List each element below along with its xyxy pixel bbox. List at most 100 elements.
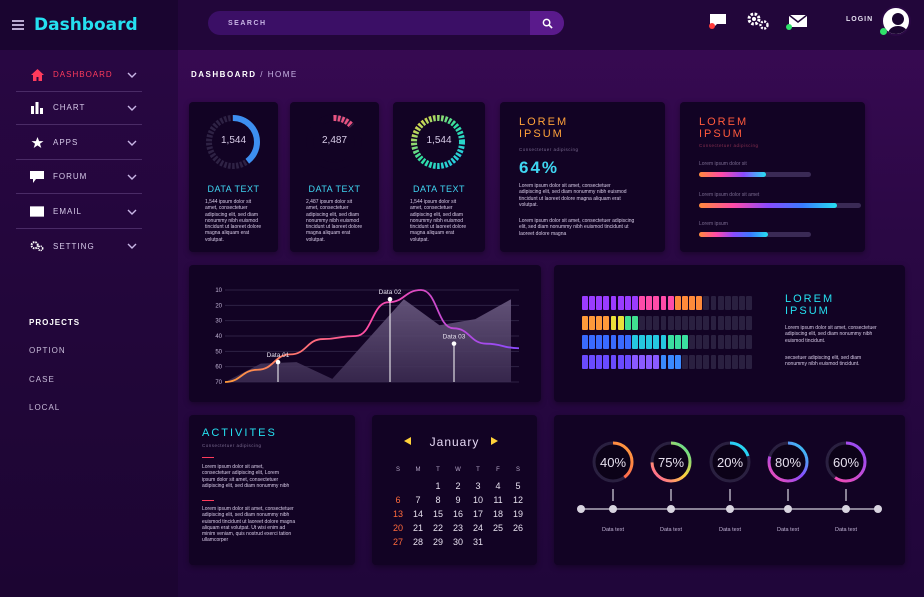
equalizer-segment [617,315,624,330]
calendar-day[interactable]: 4 [495,481,501,491]
prev-month-arrow-icon[interactable] [404,437,412,445]
user-avatar[interactable] [881,6,911,36]
annotation-point [387,296,393,302]
timeline-node[interactable] [784,505,792,513]
calendar-day[interactable]: 13 [392,509,403,519]
area-series [225,299,511,382]
timeline-node[interactable] [667,505,675,513]
envelope-icon [30,205,44,219]
search-button[interactable] [530,11,564,35]
equalizer-segment [746,296,753,310]
sidebar-item-label: FORUM [53,172,88,181]
calendar-day[interactable]: 28 [412,537,423,547]
equalizer-row [582,335,753,349]
equalizer-segment [589,335,595,349]
breadcrumb-root[interactable]: DASHBOARD [191,70,257,79]
calendar-day[interactable]: 27 [392,537,403,547]
equalizer-segment [696,296,703,310]
calendar-day[interactable]: 29 [432,537,443,547]
calendar-day[interactable]: 7 [415,495,421,505]
calendar-day[interactable]: 16 [452,509,463,519]
equalizer-segment [667,296,674,310]
equalizer-segment [639,335,645,349]
next-month-arrow-icon[interactable] [490,437,498,445]
percent-ring [592,441,634,483]
y-tick-label: 60 [215,365,222,371]
equalizer-segment [739,354,745,369]
breadcrumb-separator: / [260,70,264,79]
calendar-day[interactable]: 25 [492,523,503,533]
sidebar-item-label: SETTING [53,241,95,251]
y-tick-label: 50 [215,349,222,355]
equalizer-segment [731,354,738,369]
percent-value: 20% [717,455,743,470]
login-link[interactable]: LOGIN [846,16,874,23]
timeline-node[interactable] [842,505,850,513]
search-icon [542,18,553,29]
equalizer-segment [653,315,660,330]
calendar-day[interactable]: 21 [412,523,423,533]
calendar-day[interactable]: 22 [432,523,443,533]
sidebar-item-apps[interactable]: APPS [16,126,142,160]
sidebar-item-label: CHART [53,103,86,112]
equalizer-segment [746,315,753,330]
weekday-label: S [395,467,400,473]
sidebar-item-dashboard[interactable]: DASHBOARD [16,58,142,92]
mail-icon[interactable] [784,10,810,34]
timeline-node[interactable] [726,505,734,513]
gauge-title: DATA TEXT [207,184,260,194]
calendar-day[interactable]: 19 [512,509,523,519]
timeline-chart: 40% Data text 75% Data text 20% Data text 80% D… [577,441,882,533]
calendar-day[interactable]: 15 [432,509,443,519]
sidebar-item-setting[interactable]: SETTING [16,229,142,263]
chat-icon[interactable] [706,10,732,34]
timeline-node[interactable] [609,505,617,513]
calendar-day[interactable]: 26 [512,523,523,533]
calendar-day[interactable]: 14 [412,509,423,519]
calendar-day[interactable]: 11 [493,495,503,505]
project-item-option[interactable]: OPTION [29,346,66,355]
equalizer-segment [603,296,610,310]
sidebar-item-forum[interactable]: FORUM [16,160,142,194]
sidebar-item-chart[interactable]: CHART [16,91,142,125]
y-tick-label: 20 [215,303,222,309]
equalizer-segment [660,315,667,330]
project-item-local[interactable]: LOCAL [29,403,61,412]
calendar-day[interactable]: 24 [472,523,483,533]
calendar-day[interactable]: 10 [472,495,483,505]
search-input[interactable]: SEARCH [228,19,267,27]
hamburger-menu-icon[interactable] [12,20,24,30]
calendar-day[interactable]: 12 [512,495,523,505]
calendar-day[interactable]: 3 [475,481,481,491]
calendar-day[interactable]: 30 [452,537,463,547]
equalizer-segment [624,296,631,310]
calendar-day[interactable]: 23 [452,523,463,533]
chevron-down-icon [127,140,137,146]
calendar-day[interactable]: 17 [472,509,483,519]
activity-text-1: Lorem ipsum dolor sit amet, consectetuer… [202,464,290,489]
equalizer-segment [617,296,624,310]
calendar-day[interactable]: 6 [395,495,401,505]
activity-marker [202,457,214,458]
gear-icon[interactable] [745,10,771,34]
calendar-day[interactable]: 2 [455,481,461,491]
equalizer-segment [589,354,595,369]
calendar-day[interactable]: 5 [515,481,521,491]
percent-value: 60% [833,455,859,470]
equalizer-segment [681,296,688,310]
equalizer-segment [746,335,753,349]
activities-card: ACTIVITES Consectetuer adipiscing Lorem … [189,415,355,565]
calendar-day[interactable]: 9 [455,495,461,505]
sidebar-item-email[interactable]: EMAIL [16,195,142,229]
calendar-day[interactable]: 18 [492,509,503,519]
calendar-day[interactable]: 20 [392,523,403,533]
progress-fill [699,172,767,177]
equalizer-segment [617,335,624,349]
calendar-day[interactable]: 31 [472,537,483,547]
calendar-day[interactable]: 8 [435,495,441,505]
weekday-label: F [496,467,500,473]
search-bar[interactable]: SEARCH [208,11,564,35]
project-item-case[interactable]: CASE [29,375,55,384]
gears-icon [30,239,44,253]
calendar-day[interactable]: 1 [435,481,441,491]
